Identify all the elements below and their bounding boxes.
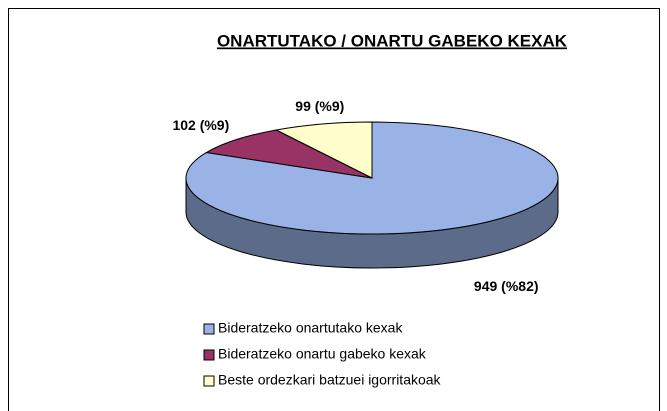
legend-swatch — [203, 375, 215, 387]
data-label: 99 (%9) — [295, 98, 344, 114]
data-label: 102 (%9) — [172, 117, 229, 133]
legend-label: Bideratzeko onartutako kexak — [218, 320, 403, 336]
legend-label: Beste ordezkari batzuei igorritakoak — [218, 372, 442, 388]
pie-slice — [274, 121, 373, 179]
pie-slice — [185, 121, 559, 235]
chart-title: ONARTUTAKO / ONARTU GABEKO KEXAK — [217, 31, 568, 50]
legend-swatch — [203, 349, 215, 361]
legend-label: Bideratzeko onartu gabeko kexak — [218, 346, 427, 362]
legend-swatch — [203, 323, 215, 335]
pie-slice — [204, 129, 373, 179]
data-label: 949 (%82) — [474, 278, 539, 294]
